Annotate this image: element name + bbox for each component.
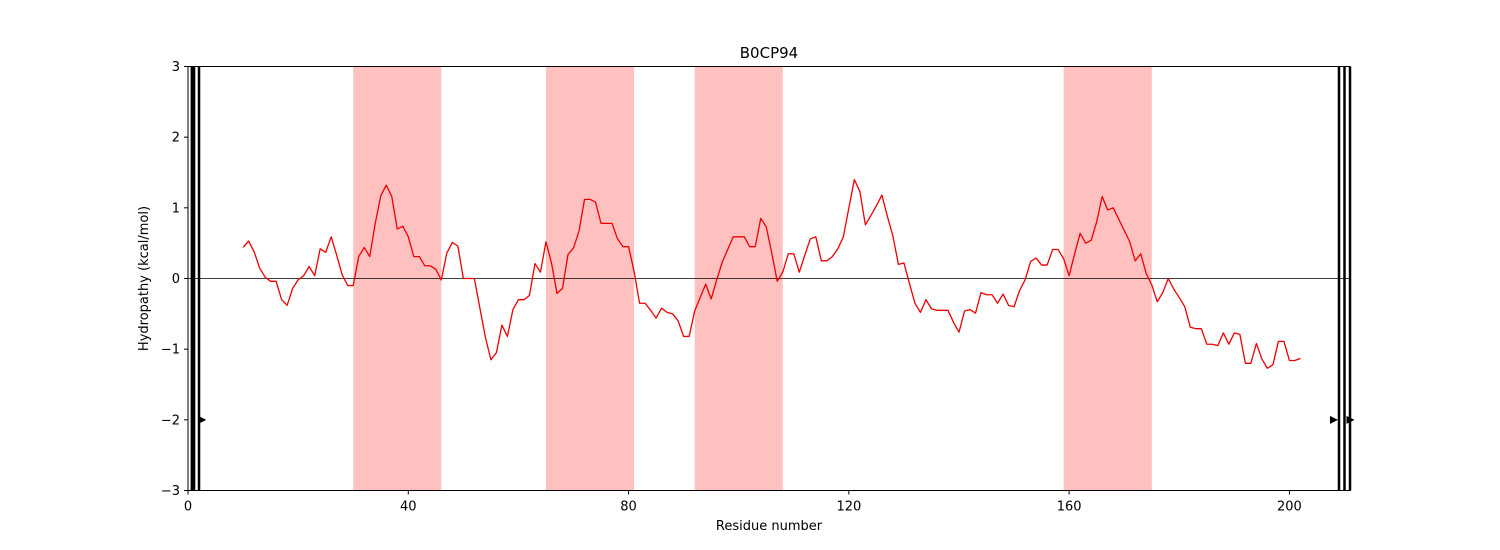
y-tick-label: −3 <box>161 484 180 499</box>
y-tick-label: 0 <box>172 272 180 287</box>
arrow-marker <box>1329 415 1338 424</box>
x-tick-label: 40 <box>400 500 417 515</box>
y-axis-label: Hydropathy (kcal/mol) <box>137 206 152 351</box>
x-tick-label: 200 <box>1277 500 1302 515</box>
y-axis-ticks: −3 −2 −1 0 1 2 3 <box>161 60 188 499</box>
y-tick-label: −2 <box>161 413 180 428</box>
x-tick-label: 120 <box>836 500 861 515</box>
y-tick-label: −1 <box>161 343 180 358</box>
chart-title: B0CP94 <box>740 44 798 62</box>
x-tick-label: 160 <box>1057 500 1082 515</box>
x-tick-label: 80 <box>620 500 637 515</box>
y-tick-label: 1 <box>172 201 180 216</box>
x-axis-ticks: 0 40 80 120 160 200 <box>184 490 1302 515</box>
arrow-marker <box>198 415 207 424</box>
y-tick-label: 3 <box>172 60 180 75</box>
hydropathy-line <box>242 178 1301 369</box>
x-tick-label: 0 <box>184 500 192 515</box>
y-tick-label: 2 <box>172 131 180 146</box>
x-axis-label: Residue number <box>716 519 823 534</box>
